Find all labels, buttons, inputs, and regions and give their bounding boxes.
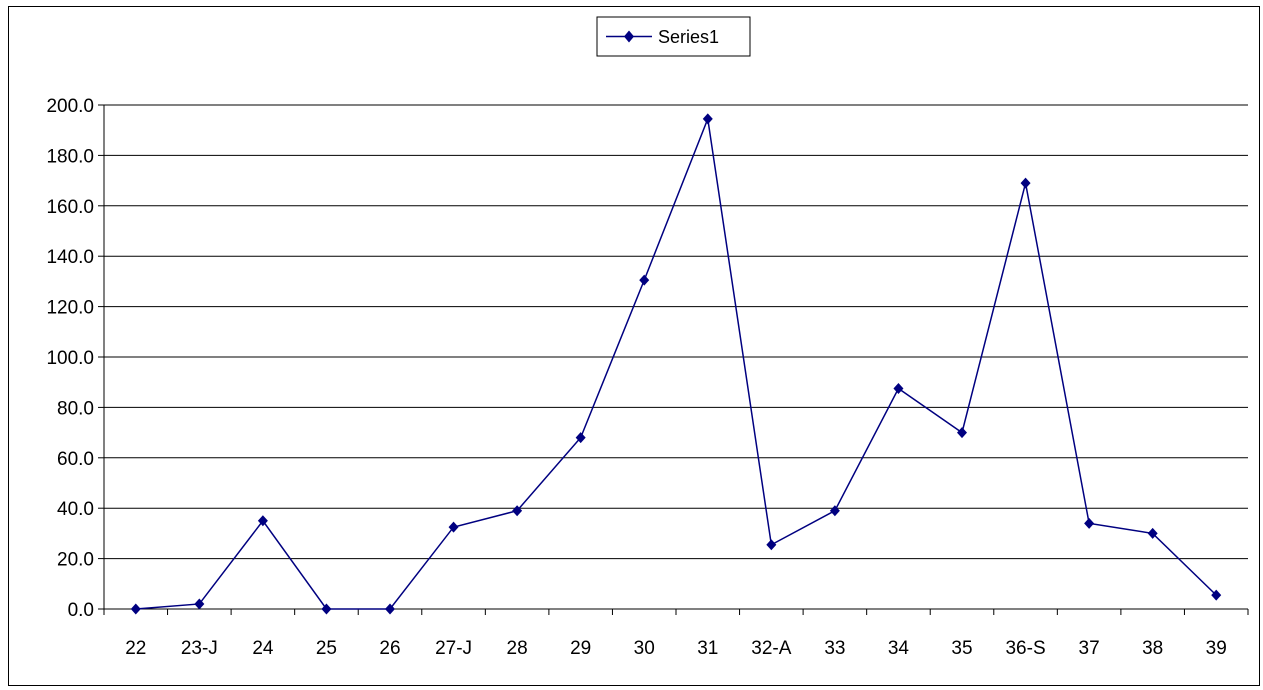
y-tick-label: 80.0 xyxy=(57,398,94,419)
x-tick-label: 23-J xyxy=(181,638,218,659)
x-tick-label: 38 xyxy=(1142,638,1163,659)
y-tick-label: 100.0 xyxy=(46,348,94,369)
data-point-marker xyxy=(702,113,713,125)
data-point-marker xyxy=(1211,589,1222,601)
x-tick-label: 29 xyxy=(570,638,591,659)
data-point-marker xyxy=(194,598,205,610)
x-tick-label: 22 xyxy=(125,638,146,659)
series-layer xyxy=(130,113,1222,615)
x-tick-labels: 22 23-J 24 25 26 27-J 28 29 30 31 32-A 33 34 35 36-S 37… xyxy=(125,638,1227,659)
data-point-marker xyxy=(130,603,141,615)
data-point-marker xyxy=(1084,517,1095,529)
x-tick-label: 24 xyxy=(252,638,274,659)
x-tick-label: 37 xyxy=(1079,638,1100,659)
data-point-marker xyxy=(893,383,904,394)
y-tick-label: 0.0 xyxy=(68,600,94,621)
data-point-marker xyxy=(575,432,586,444)
y-tick-label: 40.0 xyxy=(57,499,94,520)
y-tick-label: 140.0 xyxy=(46,247,94,268)
y-tick-label: 180.0 xyxy=(46,146,94,167)
series-line xyxy=(135,115,1217,610)
chart-frame xyxy=(8,6,1260,686)
x-tick-label: 26 xyxy=(379,638,400,659)
x-tick-label: 30 xyxy=(634,638,655,659)
x-tick-label: 28 xyxy=(507,638,528,659)
legend: Series1 xyxy=(596,16,751,57)
gridlines xyxy=(104,104,1248,560)
x-tick-label: 36-S xyxy=(1005,638,1045,659)
x-tick-label: 35 xyxy=(951,638,972,659)
x-tick-label: 25 xyxy=(316,638,337,659)
data-point-marker xyxy=(512,505,523,517)
x-tick-label: 39 xyxy=(1206,638,1227,659)
data-point-marker xyxy=(448,521,459,533)
data-point-marker xyxy=(1020,177,1031,189)
axes xyxy=(98,104,1249,615)
x-tick-label: 31 xyxy=(697,638,718,659)
data-point-marker xyxy=(957,427,967,439)
data-point-marker xyxy=(257,515,268,527)
data-point-marker xyxy=(639,274,650,286)
data-point-marker xyxy=(829,505,840,517)
x-tick-label: 33 xyxy=(824,638,845,659)
y-tick-label: 120.0 xyxy=(46,298,94,319)
y-tick-labels: 0.0 20.0 40.0 60.0 80.0 100.0 120.0 140.0 160.0 1… xyxy=(46,96,94,621)
data-point-marker xyxy=(385,603,395,615)
x-tick-label: 32-A xyxy=(751,638,791,659)
legend-label-series1: Series1 xyxy=(658,27,719,47)
legend-diamond-marker xyxy=(624,30,634,43)
x-tick-label: 27-J xyxy=(435,638,472,659)
data-point-marker xyxy=(766,539,777,551)
x-tick-label: 34 xyxy=(888,638,910,659)
y-tick-label: 20.0 xyxy=(57,550,94,571)
y-tick-label: 60.0 xyxy=(57,449,94,470)
y-tick-label: 160.0 xyxy=(46,197,94,218)
data-point-marker xyxy=(1147,527,1158,539)
y-tick-label: 200.0 xyxy=(46,96,94,117)
data-point-marker xyxy=(321,603,332,615)
